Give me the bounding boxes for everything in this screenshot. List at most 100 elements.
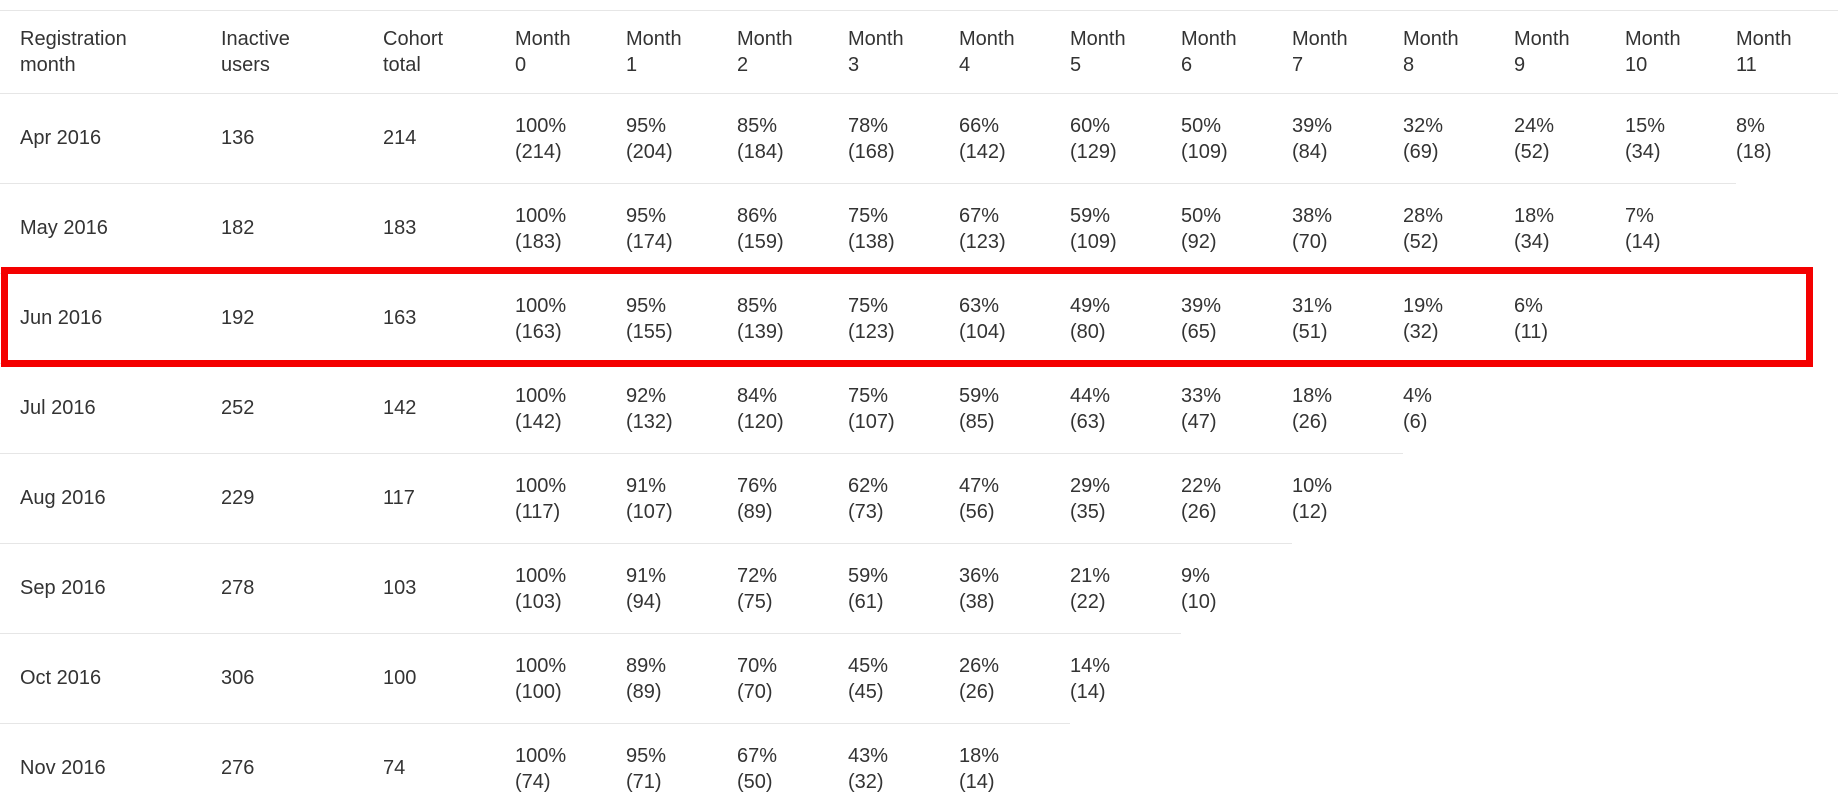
retention-percentage: 86% xyxy=(737,204,778,227)
retention-cell-month-5: 60% (129) xyxy=(1070,93,1181,184)
retention-percentage: 62% xyxy=(848,474,889,497)
retention-cell-month-7: 31% (51) xyxy=(1292,273,1403,364)
retention-percentage: 59% xyxy=(959,384,1000,407)
retention-cell-month-1: 95% (155) xyxy=(626,273,737,364)
retention-cell-month-6: 50% (92) xyxy=(1181,183,1292,274)
retention-count: (34) xyxy=(1514,230,1550,253)
retention-cell-month-5: 59% (109) xyxy=(1070,183,1181,274)
retention-cell-month-1: 95% (204) xyxy=(626,93,737,184)
retention-percentage: 100% xyxy=(515,114,567,137)
retention-percentage: 72% xyxy=(737,564,778,587)
retention-percentage: 85% xyxy=(737,114,778,137)
retention-percentage: 75% xyxy=(848,294,889,317)
retention-percentage: 85% xyxy=(737,294,778,317)
column-header-label: Month 4 xyxy=(959,28,1015,76)
retention-count: (73) xyxy=(848,500,884,523)
inactive-users-cell: 278 xyxy=(221,543,383,634)
column-header-10: Month 7 xyxy=(1292,10,1403,94)
retention-count: (45) xyxy=(848,680,884,703)
retention-percentage: 91% xyxy=(626,564,667,587)
registration-month-cell: Sep 2016 xyxy=(0,543,221,634)
column-header-label: Month 7 xyxy=(1292,28,1348,76)
retention-cell-month-3: 45% (45) xyxy=(848,633,959,724)
retention-percentage: 26% xyxy=(959,654,1000,677)
retention-percentage: 66% xyxy=(959,114,1000,137)
retention-cell-month-4: 63% (104) xyxy=(959,273,1070,364)
retention-percentage: 50% xyxy=(1181,204,1222,227)
cohort-table-header-row: Registration month Inactive users Cohort t… xyxy=(0,10,1838,94)
retention-percentage: 24% xyxy=(1514,114,1555,137)
retention-count: (204) xyxy=(626,140,673,163)
retention-count: (104) xyxy=(959,320,1006,343)
cohort-total-cell: 100 xyxy=(383,633,515,724)
retention-percentage: 18% xyxy=(1292,384,1333,407)
cohort-total-cell: 183 xyxy=(383,183,515,274)
retention-cell-month-9: 18% (34) xyxy=(1514,183,1625,274)
retention-cell-month-2: 86% (159) xyxy=(737,183,848,274)
retention-count: (85) xyxy=(959,410,995,433)
column-header-14: Month 11 xyxy=(1736,10,1838,94)
retention-cell-month-8: 28% (52) xyxy=(1403,183,1514,274)
retention-percentage: 8% xyxy=(1736,114,1765,137)
retention-cell-month-8: 32% (69) xyxy=(1403,93,1514,184)
empty-cell xyxy=(1292,544,1403,634)
cohort-total-cell: 163 xyxy=(383,273,515,364)
retention-percentage: 75% xyxy=(848,204,889,227)
inactive-users-cell: 306 xyxy=(221,633,383,724)
column-header-label: Month 0 xyxy=(515,28,571,76)
retention-cell-month-5: 49% (80) xyxy=(1070,273,1181,364)
retention-count: (14) xyxy=(1625,230,1661,253)
empty-cell xyxy=(1181,634,1292,724)
retention-cell-month-7: 18% (26) xyxy=(1292,363,1403,454)
retention-count: (74) xyxy=(515,770,551,793)
column-header-6: Month 3 xyxy=(848,10,959,94)
retention-count: (63) xyxy=(1070,410,1106,433)
retention-cell-month-1: 91% (94) xyxy=(626,543,737,634)
retention-cell-month-4: 36% (38) xyxy=(959,543,1070,634)
registration-month-cell: Apr 2016 xyxy=(0,93,221,184)
retention-cell-month-2: 72% (75) xyxy=(737,543,848,634)
retention-cell-month-1: 89% (89) xyxy=(626,633,737,724)
column-header-label: Inactive users xyxy=(221,28,290,76)
retention-count: (14) xyxy=(1070,680,1106,703)
retention-cell-month-5: 14% (14) xyxy=(1070,633,1181,724)
column-header-12: Month 9 xyxy=(1514,10,1625,94)
retention-count: (38) xyxy=(959,590,995,613)
retention-count: (109) xyxy=(1181,140,1228,163)
retention-count: (71) xyxy=(626,770,662,793)
empty-cell xyxy=(1625,634,1736,724)
retention-cell-month-7: 39% (84) xyxy=(1292,93,1403,184)
retention-percentage: 84% xyxy=(737,384,778,407)
retention-percentage: 39% xyxy=(1181,294,1222,317)
empty-cell xyxy=(1736,184,1838,274)
retention-percentage: 95% xyxy=(626,204,667,227)
cohort-total-cell: 117 xyxy=(383,453,515,544)
retention-cell-month-0: 100% (163) xyxy=(515,273,626,364)
retention-count: (18) xyxy=(1736,140,1772,163)
empty-cell xyxy=(1625,454,1736,544)
inactive-users-cell: 276 xyxy=(221,723,383,806)
retention-percentage: 22% xyxy=(1181,474,1222,497)
inactive-users-cell: 229 xyxy=(221,453,383,544)
inactive-users-cell: 192 xyxy=(221,273,383,364)
retention-count: (155) xyxy=(626,320,673,343)
cohort-table: Registration month Inactive users Cohort t… xyxy=(0,10,1838,806)
retention-percentage: 9% xyxy=(1181,564,1210,587)
retention-cell-month-1: 92% (132) xyxy=(626,363,737,454)
retention-cell-month-10: 15% (34) xyxy=(1625,93,1736,184)
retention-cell-month-4: 66% (142) xyxy=(959,93,1070,184)
retention-percentage: 29% xyxy=(1070,474,1111,497)
retention-cell-month-6: 39% (65) xyxy=(1181,273,1292,364)
retention-count: (142) xyxy=(515,410,562,433)
retention-count: (52) xyxy=(1403,230,1439,253)
retention-count: (109) xyxy=(1070,230,1117,253)
cohort-total-cell: 74 xyxy=(383,723,515,806)
column-header-9: Month 6 xyxy=(1181,10,1292,94)
cohort-row: Jun 2016 192 163 100% (163) 95% (155) 85% (139) 7… xyxy=(0,273,1838,364)
retention-percentage: 10% xyxy=(1292,474,1333,497)
retention-percentage: 95% xyxy=(626,744,667,767)
empty-cell xyxy=(1625,274,1736,364)
retention-cell-month-3: 62% (73) xyxy=(848,453,959,544)
empty-cell xyxy=(1514,634,1625,724)
retention-percentage: 100% xyxy=(515,654,567,677)
